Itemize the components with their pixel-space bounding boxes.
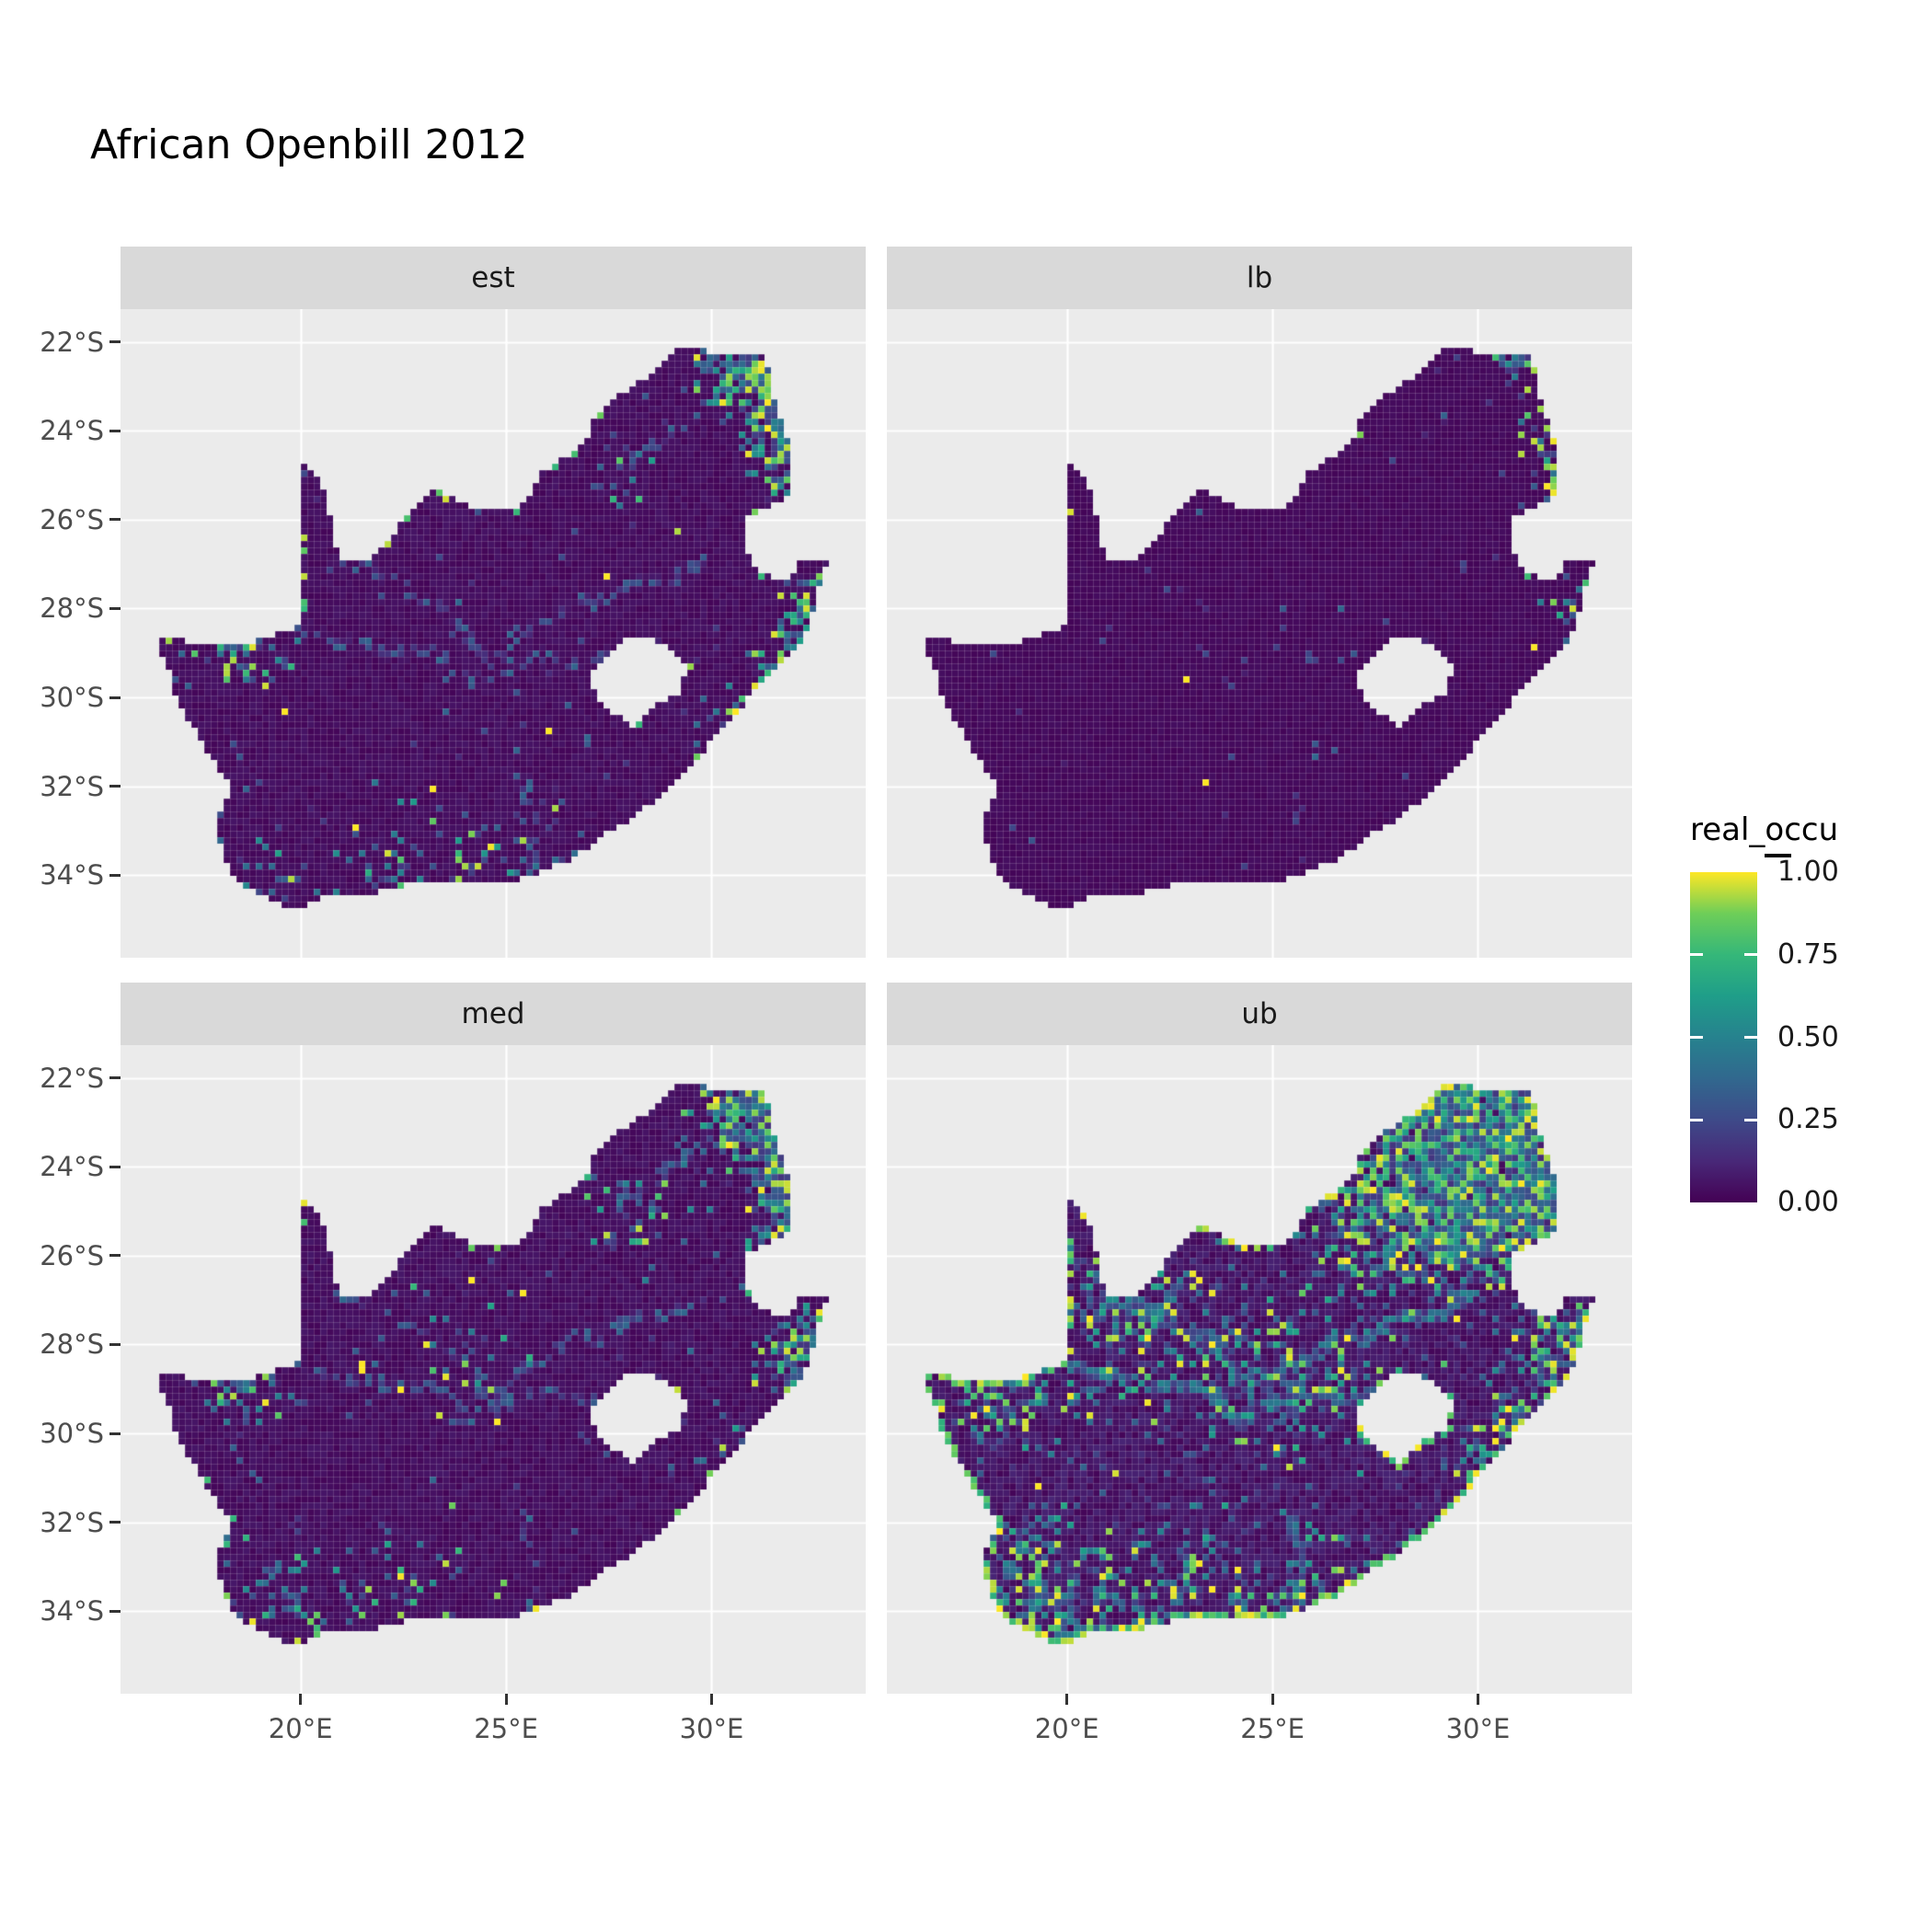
y-axis-tick-label: 32°S — [40, 1506, 104, 1538]
y-axis-tick-mark — [109, 606, 121, 610]
y-axis-tick-label: 22°S — [40, 326, 104, 358]
plot-title: African Openbill 2012 — [90, 121, 528, 168]
x-axis-tick-label: 30°E — [679, 1713, 744, 1744]
y-axis-tick-label: 26°S — [40, 1239, 104, 1271]
x-axis-tick-label: 25°E — [474, 1713, 538, 1744]
y-axis-tick-label: 30°S — [40, 1418, 104, 1450]
y-axis-tick-mark — [109, 1432, 121, 1435]
facet-strip-med: med — [121, 983, 866, 1045]
facet-strip-lb: lb — [887, 247, 1632, 309]
y-axis-tick-mark — [109, 429, 121, 432]
y-axis-tick-label: 28°S — [40, 1328, 104, 1361]
facet-strip-lb-label: lb — [1246, 261, 1273, 294]
y-axis-tick-label: 24°S — [40, 1151, 104, 1183]
y-axis-tick-mark — [109, 873, 121, 877]
legend-tick-label: 0.75 — [1777, 937, 1839, 971]
x-axis-tick-mark — [1065, 1694, 1069, 1705]
legend-tick-label: 1.00 — [1777, 856, 1839, 888]
legend-top-tick-mark — [1765, 854, 1791, 857]
y-axis-tick-label: 26°S — [40, 503, 104, 535]
x-axis-tick-label: 20°E — [1034, 1713, 1099, 1744]
legend-colorbar-tick — [1690, 953, 1703, 957]
y-axis-tick-mark — [109, 518, 121, 522]
y-axis-tick-label: 34°S — [40, 1595, 104, 1627]
y-axis-tick-mark — [109, 696, 121, 699]
y-axis-tick-mark — [109, 1254, 121, 1258]
legend-tick-label: 0.25 — [1777, 1103, 1839, 1136]
x-axis-tick-mark — [709, 1694, 713, 1705]
y-axis-tick-label: 30°S — [40, 682, 104, 714]
x-axis-tick-label: 30°E — [1445, 1713, 1511, 1744]
facet-map-lb — [887, 309, 1632, 958]
x-axis-tick-mark — [504, 1694, 508, 1705]
y-axis-tick-label: 28°S — [40, 592, 104, 625]
y-axis-tick-label: 24°S — [40, 415, 104, 447]
x-axis-tick-mark — [299, 1694, 303, 1705]
facet-strip-ub-label: ub — [1241, 997, 1278, 1030]
y-axis-tick-mark — [109, 1521, 121, 1524]
y-axis-tick-mark — [109, 340, 121, 344]
y-axis-tick-mark — [109, 1342, 121, 1346]
x-axis-tick-label: 20°E — [268, 1713, 333, 1744]
facet-strip-est-label: est — [471, 261, 515, 294]
facet-map-est — [121, 309, 866, 958]
legend-colorbar-tick — [1744, 1118, 1757, 1121]
legend-colorbar-tick — [1690, 1036, 1703, 1039]
facet-strip-ub: ub — [887, 983, 1632, 1045]
facet-strip-med-label: med — [461, 997, 525, 1030]
x-axis-tick-label: 25°E — [1240, 1713, 1305, 1744]
facet-map-med — [121, 1045, 866, 1694]
y-axis-tick-label: 32°S — [40, 770, 104, 802]
y-axis-tick-mark — [109, 785, 121, 788]
x-axis-tick-mark — [1271, 1694, 1274, 1705]
x-axis-tick-mark — [1476, 1694, 1479, 1705]
y-axis-tick-mark — [109, 1609, 121, 1613]
facet-map-ub — [887, 1045, 1632, 1694]
legend-colorbar-tick — [1690, 1118, 1703, 1121]
legend-title: real_occu — [1690, 811, 1839, 848]
facet-strip-est: est — [121, 247, 866, 309]
y-axis-tick-label: 34°S — [40, 859, 104, 891]
legend-colorbar-tick — [1744, 1036, 1757, 1039]
y-axis-tick-mark — [109, 1076, 121, 1080]
y-axis-tick-label: 22°S — [40, 1062, 104, 1094]
legend-colorbar-tick — [1744, 953, 1757, 957]
y-axis-tick-mark — [109, 1165, 121, 1168]
legend-tick-label: 0.00 — [1777, 1186, 1839, 1218]
legend-tick-label: 0.50 — [1777, 1020, 1839, 1053]
